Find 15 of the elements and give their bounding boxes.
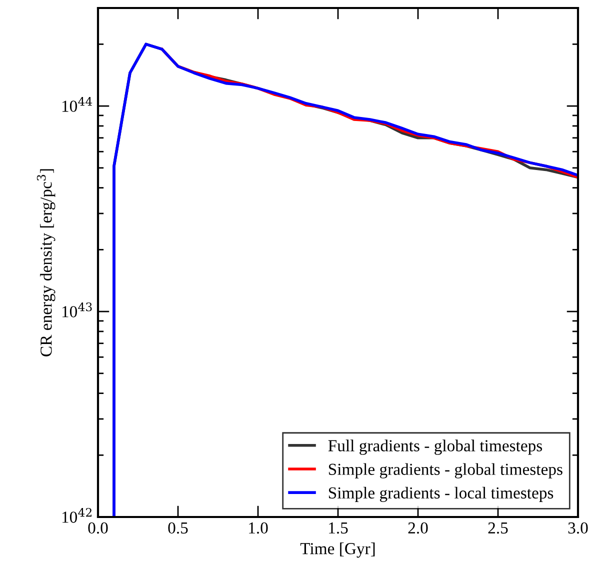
x-tick-label: 1.0: [249, 522, 268, 534]
y-axis-title: CR energy density [erg/pc$^{3}$]: [36, 169, 56, 356]
y-tick-label: 10$^{43}$: [62, 302, 92, 318]
y-tick-label: 10$^{44}$: [62, 96, 92, 112]
x-tick-label: 2.0: [408, 522, 428, 534]
legend-label: Simple gradients - local timesteps: [328, 486, 554, 502]
legend-label: Full gradients - global timesteps: [328, 440, 542, 455]
x-tick-label: 0.0: [88, 522, 108, 534]
x-tick-label: 1.5: [329, 522, 348, 534]
legend-label: Simple gradients - global timesteps: [328, 463, 562, 478]
x-tick-label: 3.0: [568, 522, 588, 534]
y-tick-label: 10$^{42}$: [62, 508, 92, 523]
x-tick-label: 0.5: [168, 522, 188, 534]
x-axis-title: Time [Gyr]: [300, 542, 375, 558]
x-tick-label: 2.5: [488, 522, 508, 534]
